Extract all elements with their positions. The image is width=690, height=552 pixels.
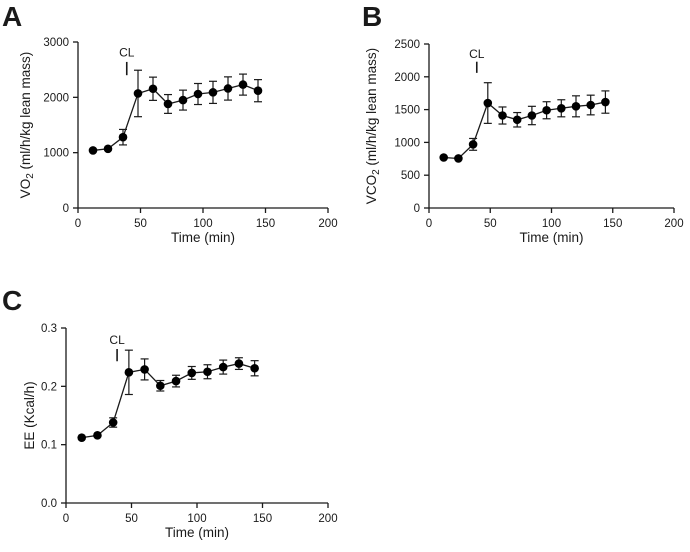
x-tick-label: 0: [75, 218, 81, 230]
x-tick-label: 150: [256, 218, 275, 230]
x-tick-label: 200: [664, 218, 683, 230]
x-tick-label: 50: [134, 218, 147, 230]
data-point: [187, 368, 197, 378]
x-axis-title: Time (min): [171, 230, 235, 245]
data-point: [250, 363, 259, 373]
y-tick-label: 2000: [394, 72, 420, 84]
data-point: [93, 431, 102, 440]
error-bars: [92, 69, 262, 153]
y-axis-title: VO2 (ml/h/kg lean mass): [18, 52, 36, 199]
data-point: [557, 103, 566, 113]
data-point-markers: [88, 80, 263, 155]
axes: 0 500 1000 1500 2000 2500 0 50 100 150 200: [394, 39, 683, 230]
y-tick-label: 1000: [43, 148, 69, 160]
data-point: [156, 381, 165, 391]
data-series-line: [81, 362, 255, 439]
chart-panel-b-vco2: 0 500 1000 1500 2000 2500 0 50 100 150 200 Time (mi…: [364, 39, 684, 245]
data-point: [439, 153, 448, 162]
y-tick-label: 500: [401, 170, 420, 182]
data-point-markers: [439, 97, 610, 163]
data-point: [118, 132, 128, 142]
y-tick-label: 1000: [394, 137, 420, 149]
data-point: [133, 89, 143, 98]
data-point: [483, 98, 493, 108]
panel-label-b: B: [362, 1, 383, 32]
data-point: [223, 84, 233, 93]
data-point: [454, 154, 463, 163]
x-axis-title: Time (min): [165, 525, 229, 540]
y-tick-label: 2000: [43, 92, 69, 104]
y-axis-title: VCO2 (ml/h/kg lean mass): [364, 48, 382, 204]
data-point: [468, 140, 478, 149]
chart-panel-c-ee: 0.0 0.1 0.2 0.3 0 50 100 150 200 Time (min) EE (Kc…: [22, 323, 338, 540]
panel-label-c: C: [2, 285, 23, 316]
cl-label: CL: [119, 45, 135, 59]
data-point: [218, 362, 228, 372]
x-tick-label: 200: [318, 513, 337, 525]
y-tick-label: 2500: [394, 39, 420, 51]
data-point: [542, 105, 551, 115]
data-series-line: [443, 101, 606, 160]
data-point: [103, 144, 113, 154]
data-point: [238, 80, 248, 89]
x-tick-label: 150: [603, 218, 622, 230]
data-point: [124, 368, 134, 377]
data-point: [586, 100, 595, 110]
y-axis-title: EE (Kcal/h): [22, 381, 37, 449]
x-tick-label: 150: [253, 513, 272, 525]
y-tick-label: 0.0: [41, 498, 57, 510]
data-point: [148, 84, 158, 94]
axes: 0.0 0.1 0.2 0.3 0 50 100 150 200: [41, 323, 338, 525]
cl-annotation: CL: [469, 47, 485, 73]
data-point: [527, 111, 537, 120]
y-tick-label: 0.3: [41, 323, 57, 335]
data-point: [178, 95, 188, 105]
x-tick-label: 100: [187, 513, 206, 525]
data-point: [253, 86, 263, 95]
panel-b: B 0 500 1000 1500 2000 2500 0 50 100 150 200 Time (…: [345, 0, 690, 265]
data-point: [171, 376, 181, 386]
x-tick-label: 50: [125, 513, 138, 525]
x-tick-label: 0: [426, 218, 432, 230]
x-tick-label: 50: [484, 218, 497, 230]
cl-label: CL: [109, 333, 125, 347]
x-tick-label: 100: [193, 218, 212, 230]
chart-panel-a-vo2: 0 1000 2000 3000 0 50 100 150 200 Time (min) VO2 (…: [18, 37, 338, 245]
data-point: [163, 99, 173, 109]
axes: 0 1000 2000 3000 0 50 100 150 200: [43, 37, 337, 230]
y-tick-label: 0: [414, 203, 420, 215]
x-tick-label: 100: [542, 218, 561, 230]
data-point: [601, 97, 610, 107]
data-point: [140, 365, 149, 374]
data-point: [208, 88, 218, 97]
y-tick-label: 3000: [43, 37, 69, 49]
data-point: [203, 367, 212, 377]
panel-label-a: A: [2, 1, 23, 32]
data-point: [77, 433, 87, 442]
data-point: [498, 111, 507, 120]
x-axis-title: Time (min): [520, 230, 584, 245]
y-tick-label: 0.1: [41, 440, 57, 452]
data-series-line: [92, 83, 259, 152]
cl-annotation: CL: [109, 333, 125, 362]
x-tick-label: 0: [63, 513, 69, 525]
data-point: [193, 89, 203, 99]
data-point-markers: [77, 359, 259, 442]
data-point: [88, 146, 98, 155]
panel-a: A 0 1000 2000 3000 0 50 100 150 200 Time (min) VO2…: [0, 0, 345, 265]
x-tick-label: 200: [318, 218, 337, 230]
data-point: [108, 418, 118, 427]
y-tick-label: 0: [63, 203, 69, 215]
panel-c: C 0.0 0.1 0.2 0.3 0 50 100 150 200 Time (min) EE (…: [0, 276, 345, 552]
cl-label: CL: [469, 47, 485, 61]
cl-annotation: CL: [119, 45, 135, 76]
y-tick-label: 0.2: [41, 381, 57, 393]
data-point: [234, 359, 244, 368]
y-tick-label: 1500: [394, 105, 420, 117]
data-point: [512, 115, 522, 125]
data-point: [571, 102, 581, 111]
